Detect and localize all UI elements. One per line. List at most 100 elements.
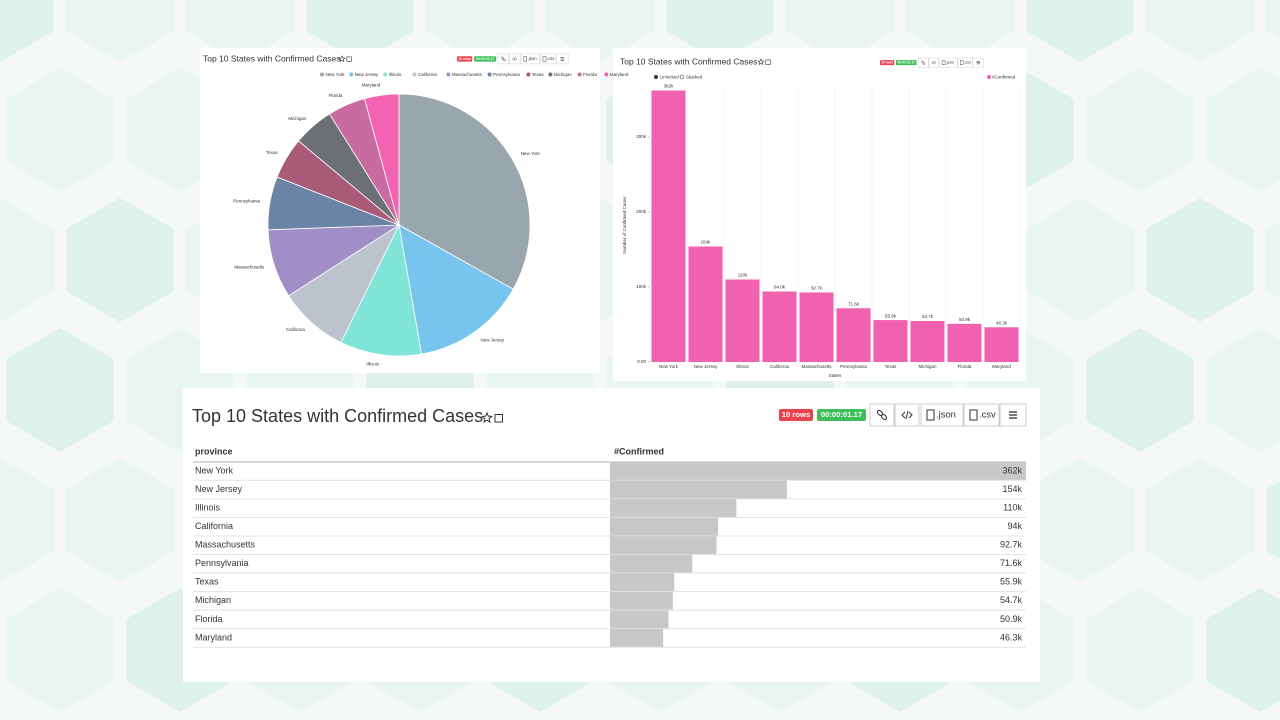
column-header: province — [195, 446, 233, 456]
cell-bar — [610, 628, 664, 647]
hexagon — [1146, 198, 1254, 322]
badge — [779, 409, 813, 421]
legend-swatch — [320, 72, 324, 77]
hexagon — [906, 0, 1014, 62]
bar — [947, 323, 982, 362]
code-icon — [931, 60, 937, 65]
cell-value: 92.7k — [1000, 540, 1023, 550]
cell-bar — [610, 517, 719, 536]
hexagon — [1086, 328, 1194, 452]
button-label: .csv — [979, 410, 996, 421]
pie-slice — [398, 224, 514, 355]
slice-label: Michigan — [288, 116, 307, 121]
legend-label: Illinois — [389, 72, 402, 77]
cell-value: 55.9k — [1000, 577, 1023, 587]
cell-value: 50.9k — [1000, 614, 1023, 624]
legend-swatch — [383, 72, 388, 77]
slice-label: Florida — [329, 93, 343, 98]
cell-text: Texas — [195, 577, 219, 587]
cell-bar — [610, 499, 737, 518]
value-label: 94.0k — [774, 285, 786, 290]
legend-swatch — [412, 72, 417, 77]
bar — [984, 327, 1019, 362]
cell-bar — [610, 591, 673, 610]
x-tick-label: Pennsylvania — [840, 364, 867, 369]
hexagon — [666, 0, 774, 62]
x-tick-label: Maryland — [992, 364, 1011, 369]
hexagon — [0, 458, 54, 582]
toolbar-button[interactable] — [939, 57, 958, 68]
x-tick-label: New Jersey — [694, 364, 718, 369]
hexagon — [1086, 588, 1194, 712]
legend-label: Maryland — [610, 72, 629, 77]
control-label: Unlocked — [660, 75, 679, 80]
toolbar-button[interactable] — [540, 53, 557, 65]
favorite-star[interactable] — [481, 411, 493, 424]
cell-bar — [610, 462, 1026, 480]
pie-slice — [398, 93, 531, 290]
column-header: #Confirmed — [614, 446, 664, 456]
cell-bar — [610, 554, 693, 573]
slice-label: Maryland — [362, 82, 381, 87]
legend-label: Florida — [583, 72, 597, 77]
legend-label: Pennsylvania — [493, 72, 520, 77]
slice-label: Illinois — [366, 362, 379, 367]
toolbar-button[interactable] — [520, 53, 541, 65]
cell-bar — [610, 536, 717, 555]
legend-swatch — [987, 75, 991, 79]
badge-text: 10 rows — [881, 60, 893, 64]
badge — [880, 60, 895, 66]
link-icon — [502, 58, 506, 62]
cell-value: 362k — [1002, 465, 1022, 475]
link-icon — [922, 62, 926, 65]
button-label: .json — [936, 410, 956, 421]
legend-swatch — [577, 72, 582, 77]
edit-icon[interactable] — [346, 56, 352, 62]
x-tick-label: Massachusetts — [801, 364, 832, 369]
link-icon — [880, 413, 888, 421]
legend-label: California — [418, 72, 438, 77]
bar — [725, 279, 760, 362]
hexagon — [1206, 328, 1280, 452]
hexagon — [186, 0, 294, 62]
toolbar-button[interactable] — [957, 57, 973, 68]
button-label: .json — [528, 56, 538, 61]
favorite-star[interactable] — [757, 58, 765, 66]
hexagon — [786, 0, 894, 62]
control-label: Stacked — [686, 75, 703, 80]
favorite-star[interactable] — [338, 55, 346, 63]
value-label: 110k — [738, 273, 748, 278]
file-icon — [523, 56, 527, 62]
hexagon — [1146, 458, 1254, 582]
bar — [762, 291, 797, 362]
edit-icon[interactable] — [765, 59, 771, 65]
y-axis-label: Number of Confirmed Cases — [622, 196, 627, 254]
cell-value: 154k — [1002, 484, 1022, 494]
cell-bar — [610, 480, 787, 499]
value-label: 92.7k — [811, 286, 823, 291]
legend-label: New Jersey — [355, 72, 379, 77]
control-radio[interactable] — [654, 75, 658, 79]
badge — [474, 56, 497, 62]
x-tick-label: Michigan — [918, 364, 937, 369]
value-label: 55.9k — [885, 313, 897, 318]
chart-title: Top 10 States with Confirmed Cases — [203, 53, 340, 63]
legend-swatch — [446, 72, 451, 77]
bar — [873, 320, 908, 362]
control-radio[interactable] — [679, 74, 685, 80]
value-label: 362k — [664, 84, 675, 89]
hexagon — [1026, 458, 1134, 582]
edit-icon[interactable] — [494, 414, 503, 423]
cell-text: New York — [195, 465, 234, 475]
cell-text: Massachusetts — [195, 540, 256, 550]
hexagon — [306, 0, 414, 62]
table-title: Top 10 States with Confirmed Cases — [192, 406, 483, 426]
y-tick-label: 0.00 — [637, 359, 646, 364]
code-icon — [512, 57, 518, 61]
badge-text: 10 rows — [458, 57, 471, 61]
hexagon — [1206, 588, 1280, 712]
value-label: 54.7k — [922, 314, 934, 319]
slice-label: Texas — [266, 150, 279, 155]
legend-swatch — [548, 72, 553, 77]
hexagon — [1086, 68, 1194, 192]
